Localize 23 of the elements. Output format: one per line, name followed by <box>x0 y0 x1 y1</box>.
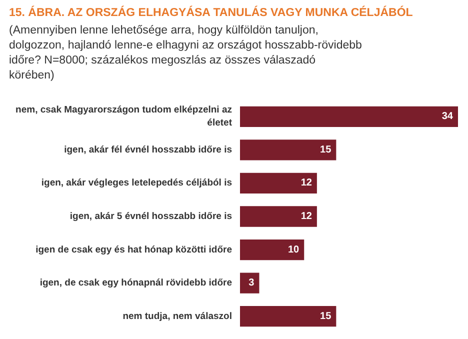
data-label: 3 <box>248 278 255 289</box>
data-label: 12 <box>300 178 312 189</box>
bar <box>240 272 260 294</box>
bar <box>240 172 317 194</box>
bar <box>240 239 304 260</box>
data-label: 12 <box>300 211 312 222</box>
y-tick-label: igen, akár 5 évnél hosszabb időre is <box>70 211 232 222</box>
y-tick-label: igen, akár végleges letelepedés céljából is <box>41 178 232 189</box>
y-tick-label: nem tudja, nem válaszol <box>122 310 232 322</box>
data-label: 34 <box>442 111 454 122</box>
y-tick-label: igen de csak egy és hat hónap közötti időre <box>36 244 232 256</box>
y-tick-label: igen, akár fél évnél hosszabb időre is <box>64 144 232 156</box>
y-tick-label: nem, csak Magyarországon tudom elképzelni az életet <box>16 104 233 129</box>
bar <box>240 140 336 160</box>
chart-title: 15. ÁBRA. AZ ORSZÁG ELHAGYÁSA TANULÁS VAGY MUNKA CÉLJÁBÓL <box>9 5 413 19</box>
data-label: 10 <box>288 244 300 256</box>
data-label: 15 <box>320 310 332 322</box>
data-label: 15 <box>320 144 332 156</box>
chart-subtitle: (Amennyiben lenne lehetősége arra, hogy külföldön tanuljon, dolgozzon, hajlandó lenne-e elhagyni az országot hosszabb-rövidebb időre? N=8000; százalékos megoszlás az összes válaszadó körében) <box>9 24 366 82</box>
y-tick-label: igen, de csak egy hónapnál rövidebb időre <box>40 278 232 289</box>
bar <box>240 306 336 327</box>
bar <box>240 106 458 127</box>
bar <box>240 206 317 227</box>
